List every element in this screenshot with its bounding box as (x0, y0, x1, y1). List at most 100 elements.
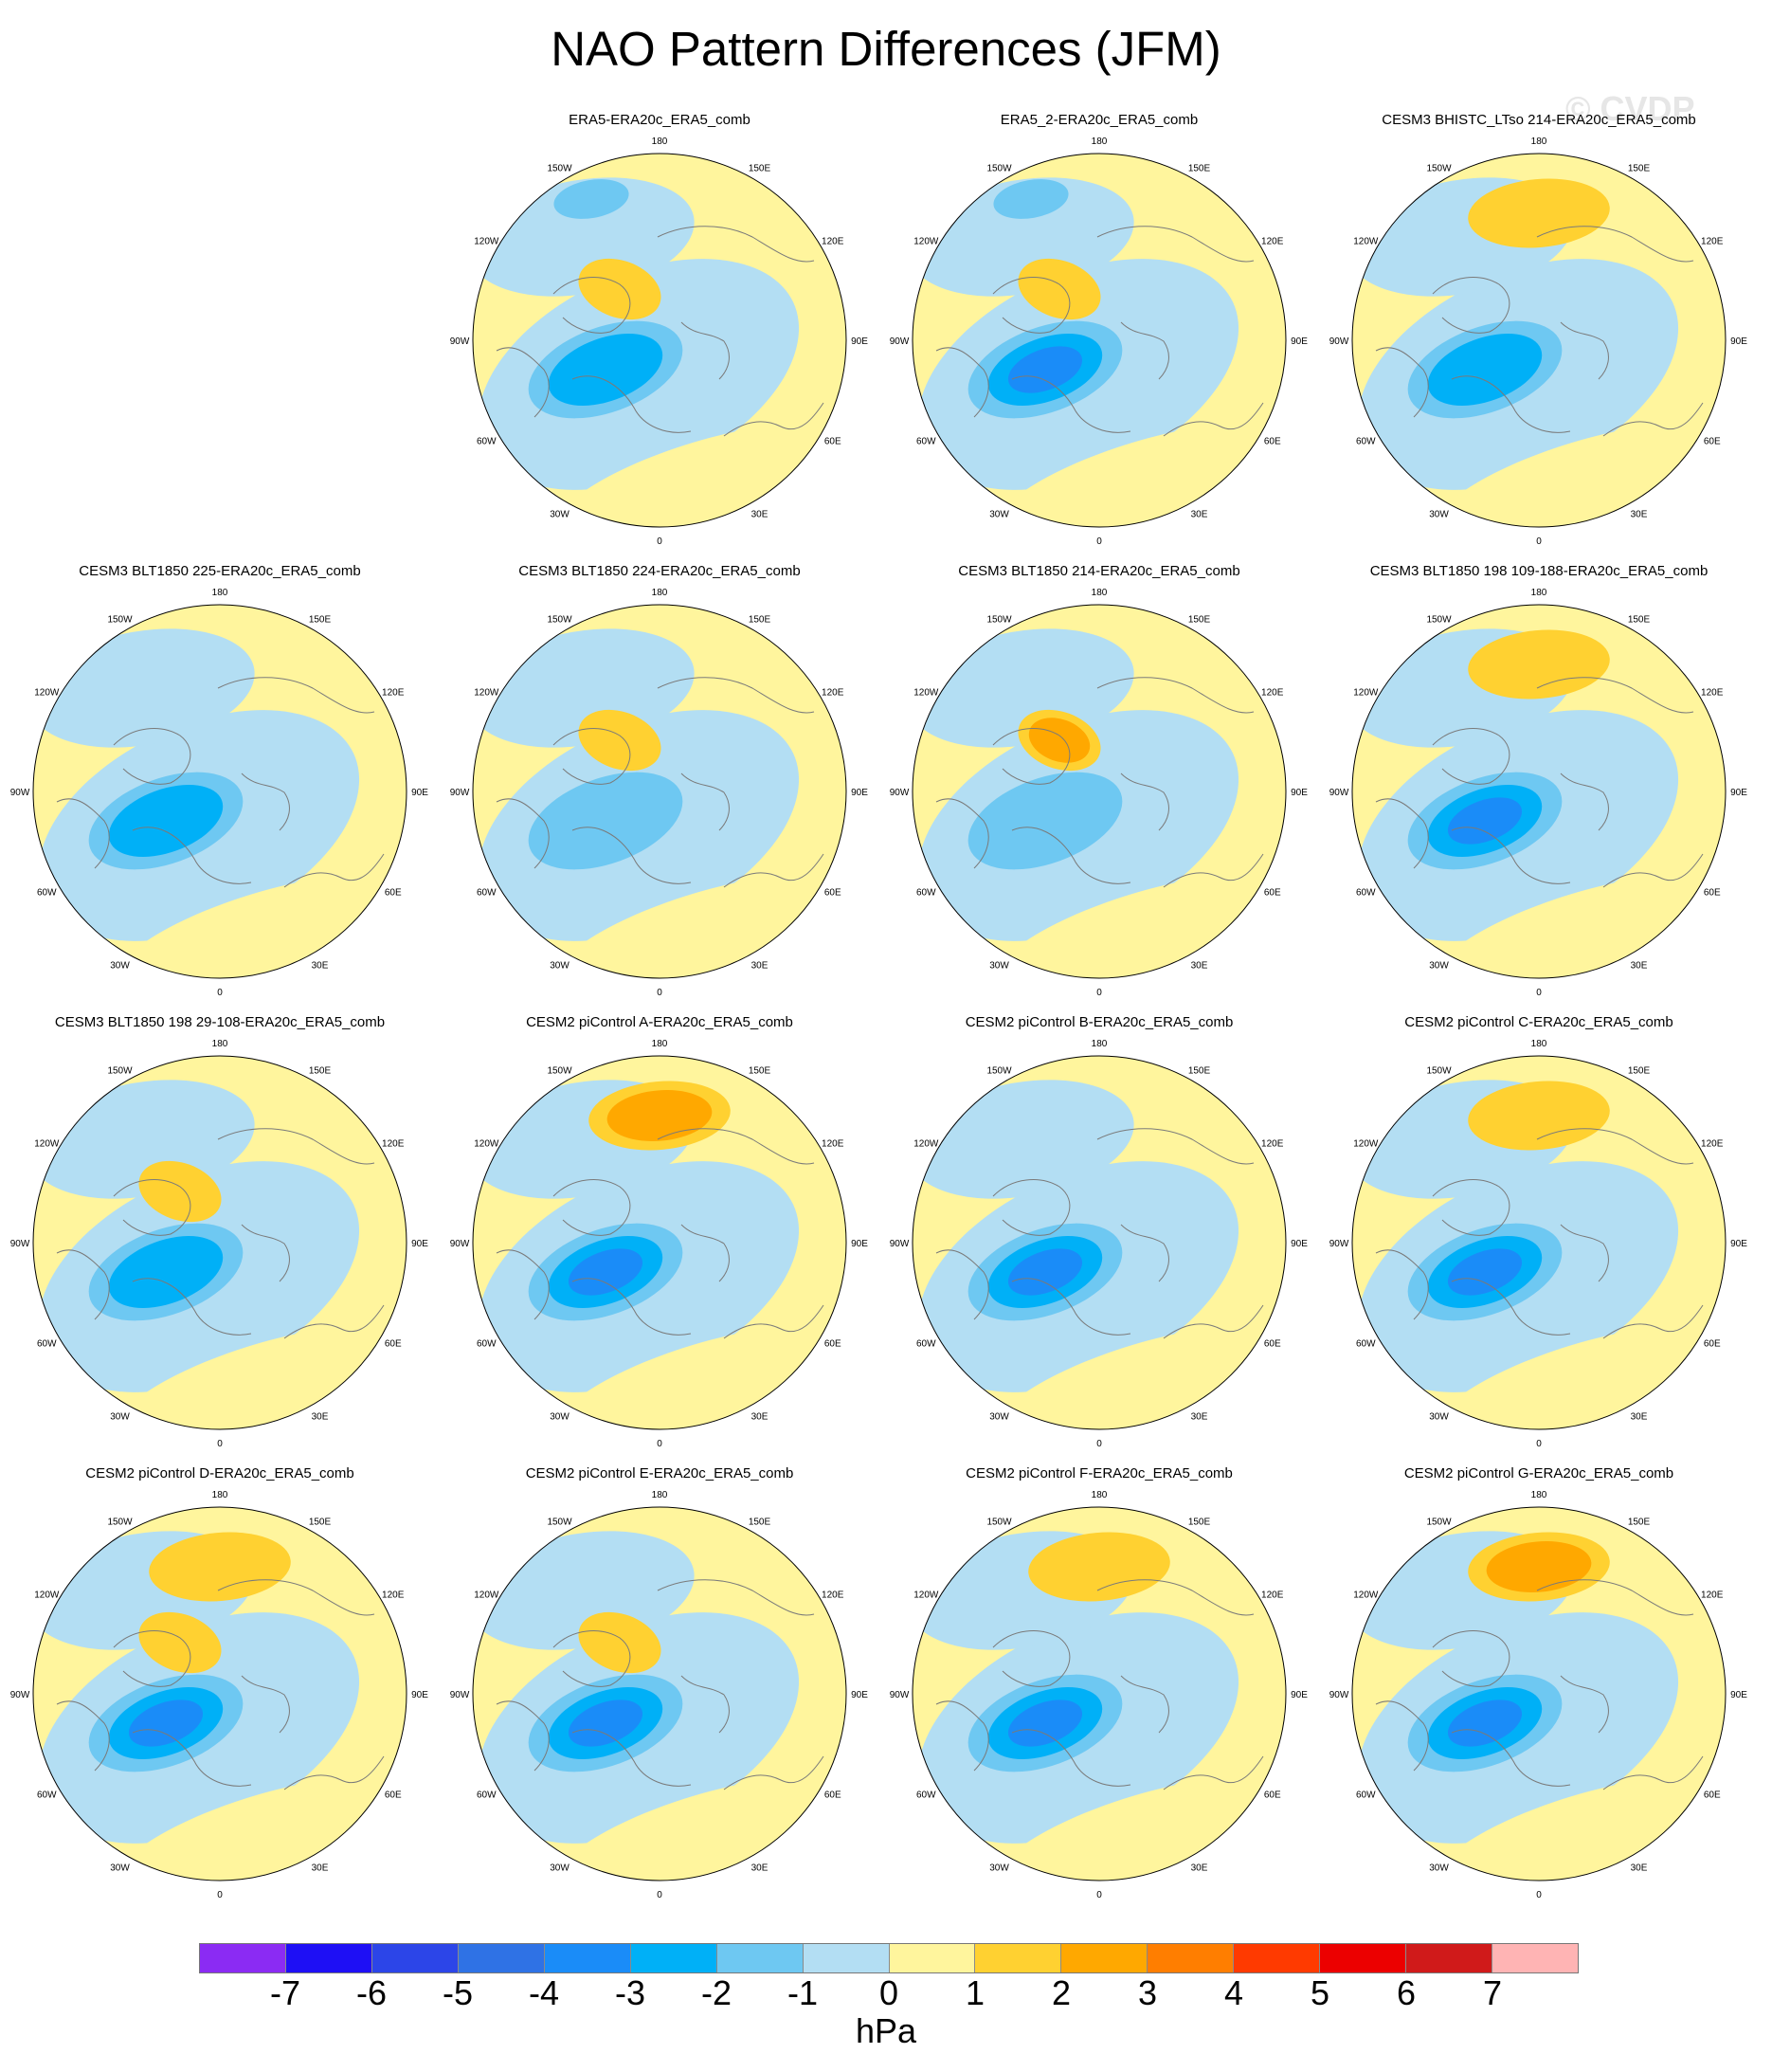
colorbar-tick-label: -6 (355, 1973, 387, 2012)
coastline (1602, 1304, 1704, 1339)
pacific-high-level-2 (1486, 1541, 1592, 1592)
longitude-label: 120E (1261, 1590, 1284, 1601)
longitude-label: 150E (1188, 1065, 1211, 1076)
longitude-label: 120E (1261, 1139, 1284, 1150)
longitude-label: 120W (34, 1139, 60, 1150)
colorbar-units: hPa (855, 2011, 917, 2050)
longitude-label: 0 (657, 1439, 662, 1449)
coastline (1432, 1630, 1510, 1687)
coastline (56, 1700, 110, 1772)
contour-field (913, 154, 1286, 527)
longitude-label: 60W (916, 1339, 936, 1350)
coastline (283, 853, 385, 888)
coastline (1432, 1179, 1510, 1236)
panel-title: CESM3 BLT1850 224-ERA20c_ERA5_comb (518, 563, 801, 579)
coastline (56, 798, 110, 869)
longitude-label: 180 (1531, 1490, 1547, 1500)
longitude-label: 180 (1092, 136, 1108, 147)
coastline (283, 1755, 385, 1790)
longitude-label: 90W (890, 336, 910, 347)
longitude-label: 30E (1191, 1412, 1208, 1423)
map-boundary (472, 1055, 847, 1430)
longitude-label: 150E (1628, 614, 1651, 625)
panel-title: ERA5-ERA20c_ERA5_comb (569, 112, 750, 128)
longitude-label: 150W (986, 1065, 1012, 1076)
colorbar-tick-label: 5 (1310, 1973, 1330, 2012)
longitude-label: 90W (1329, 788, 1349, 798)
coastline (1560, 1675, 1609, 1734)
longitude-label: 150E (1628, 1517, 1651, 1527)
longitude-label: 60E (824, 437, 841, 447)
coastline (1375, 1249, 1429, 1320)
coastline (992, 277, 1071, 334)
coastline (1451, 1278, 1571, 1336)
arctic-high-level-1 (578, 1611, 661, 1674)
coastline (571, 1729, 692, 1787)
coastline (992, 728, 1071, 785)
coastline (1451, 375, 1571, 433)
longitude-label: 30W (1429, 1412, 1449, 1423)
longitude-label: 90E (411, 1239, 428, 1249)
coastline (657, 1128, 815, 1165)
longitude-label: 60E (824, 888, 841, 899)
longitude-label: 60E (1704, 888, 1721, 899)
longitude-label: 30E (751, 510, 768, 520)
contour-field (473, 1507, 846, 1881)
longitude-label: 180 (1531, 588, 1547, 598)
longitude-label: 150W (986, 1517, 1012, 1527)
longitude-label: 60E (1704, 1790, 1721, 1801)
longitude-label: 90W (10, 788, 30, 798)
longitude-label: 120E (382, 1139, 405, 1150)
longitude-label: 60W (1356, 437, 1376, 447)
longitude-label: 90W (450, 1239, 470, 1249)
colorbar-swatch (1148, 1944, 1235, 1972)
longitude-label: 120E (822, 688, 844, 699)
map-panel: ERA5-ERA20c_ERA5_comb 180 150E 120E 90E 60E 30… (440, 112, 879, 548)
contour-field (1352, 605, 1726, 978)
coastline (723, 402, 824, 437)
coastline (132, 1729, 252, 1787)
longitude-label: 180 (1092, 588, 1108, 598)
longitude-label: 180 (652, 588, 668, 598)
longitude-label: 150E (749, 1065, 771, 1076)
longitude-label: 150W (1426, 614, 1452, 625)
coastline (132, 1278, 252, 1336)
longitude-label: 90E (851, 1239, 868, 1249)
map-panel: CESM3 BLT1850 198 29-108-ERA20c_ERA5_com… (0, 1014, 440, 1450)
longitude-label: 90E (851, 1690, 868, 1700)
panel-title: CESM3 BLT1850 198 109-188-ERA20c_ERA5_co… (1369, 563, 1709, 579)
colorbar-swatch (544, 1944, 631, 1972)
coastline (113, 1630, 191, 1687)
longitude-label: 60W (37, 888, 57, 899)
coastline (1375, 1700, 1429, 1772)
longitude-label: 120W (913, 1590, 939, 1601)
longitude-label: 90W (890, 1690, 910, 1700)
longitude-label: 150W (107, 614, 133, 625)
longitude-label: 150E (1628, 163, 1651, 173)
coastline (1375, 798, 1429, 869)
longitude-label: 90W (1329, 1690, 1349, 1700)
coastline (113, 1179, 191, 1236)
longitude-label: 120E (1701, 688, 1724, 699)
coastline (935, 1249, 989, 1320)
contour-field (473, 154, 846, 527)
colorbar-swatch (1320, 1944, 1407, 1972)
coastline (1163, 1304, 1264, 1339)
longitude-label: 60W (916, 888, 936, 899)
panel-title: CESM3 BLT1850 198 29-108-ERA20c_ERA5_com… (54, 1014, 386, 1030)
map-panel: CESM3 BLT1850 198 109-188-ERA20c_ERA5_co… (1319, 563, 1759, 999)
coastline (723, 1304, 824, 1339)
longitude-label: 60E (1704, 1339, 1721, 1350)
coastline (1163, 853, 1264, 888)
longitude-label: 0 (217, 1439, 223, 1449)
coastline (241, 772, 290, 831)
longitude-label: 90E (1291, 1239, 1308, 1249)
longitude-label: 0 (1536, 988, 1542, 998)
longitude-label: 90E (1730, 336, 1747, 347)
longitude-label: 120W (1353, 237, 1379, 247)
polar-map: 180 150E 120E 90E 60E 30E 0 30W 60W 90W 120W 150W (450, 1039, 869, 1449)
longitude-label: 120W (474, 237, 499, 247)
longitude-label: 30W (110, 1863, 130, 1874)
longitude-label: 150E (1188, 614, 1211, 625)
longitude-label: 180 (212, 1490, 228, 1500)
